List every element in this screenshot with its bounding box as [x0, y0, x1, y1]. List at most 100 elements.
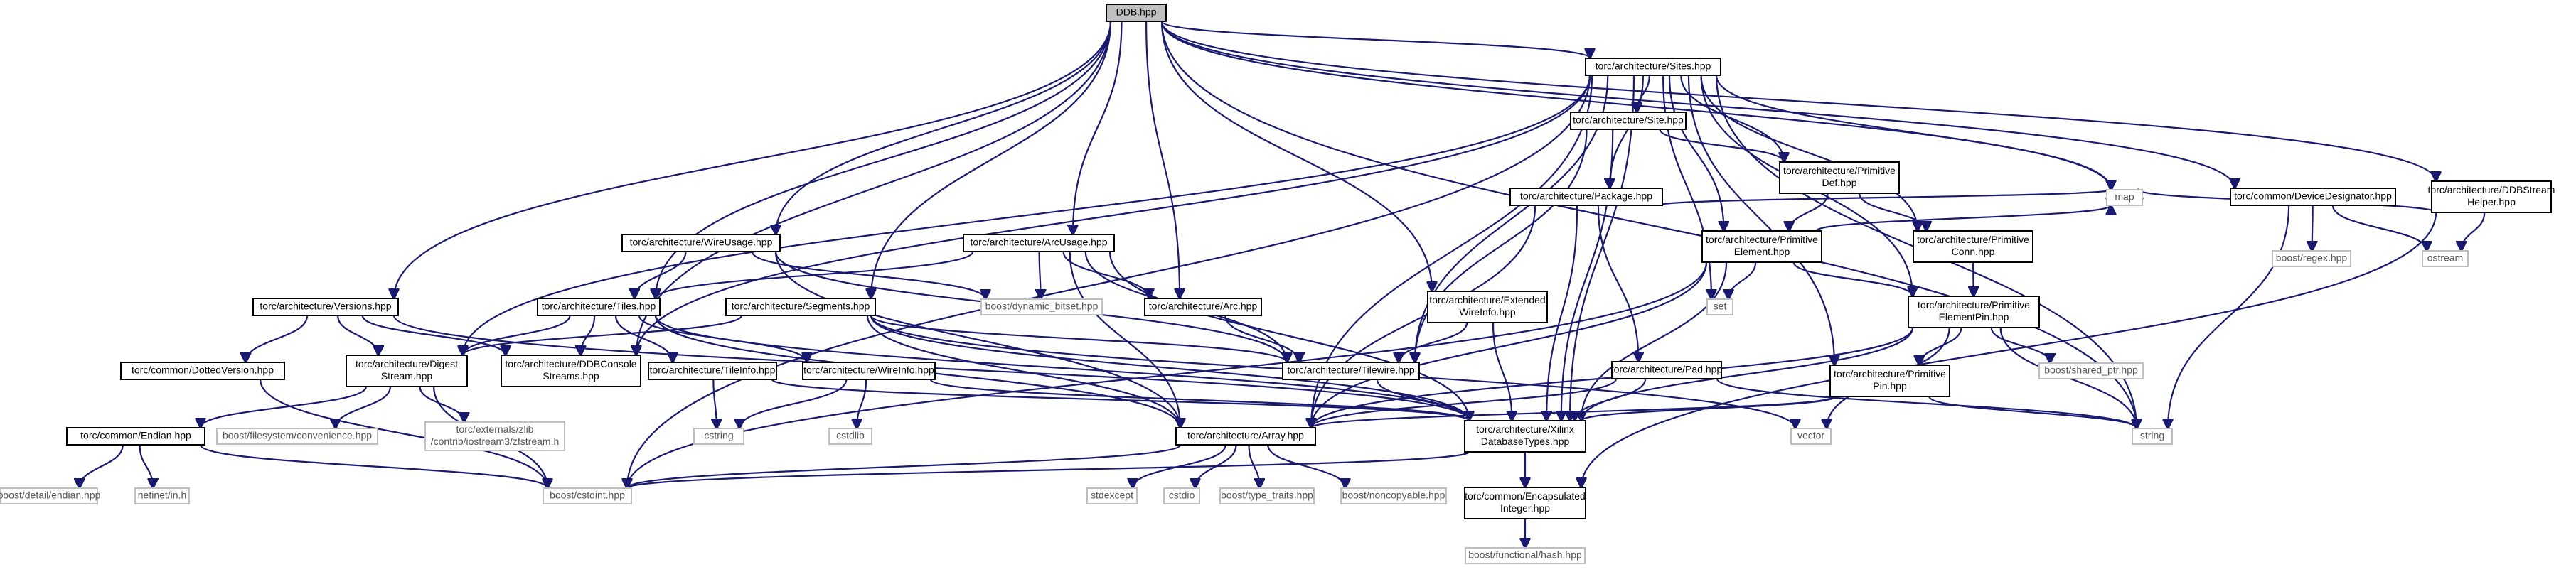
- node-noncopyable[interactable]: boost/noncopyable.hpp: [1340, 487, 1447, 504]
- node-ddb-label: DDB.hpp: [1116, 6, 1157, 18]
- node-wireusage[interactable]: torc/architecture/WireUsage.hpp: [621, 234, 781, 252]
- edge-array-to-typetraits: [1248, 444, 1260, 488]
- edge-package-to-xilinx: [1546, 205, 1578, 421]
- node-primelem-label: torc/architecture/Primitive: [1706, 234, 1818, 245]
- node-ostream[interactable]: ostream: [2422, 250, 2469, 267]
- node-netinet[interactable]: netinet/in.h: [134, 487, 190, 504]
- node-set[interactable]: set: [1706, 298, 1733, 315]
- node-array-box: [1175, 427, 1316, 446]
- node-wireusage-box: [621, 234, 781, 252]
- edge-ddb-to-devdesig: [1160, 21, 2235, 188]
- node-fsconv-label: boost/filesystem/convenience.hpp: [223, 430, 372, 441]
- node-endian[interactable]: torc/common/Endian.hpp: [66, 427, 205, 446]
- edge-sites-to-site: [1637, 75, 1650, 112]
- node-tileinfo[interactable]: torc/architecture/TileInfo.hpp: [648, 362, 777, 380]
- edge-versions-to-dotted: [246, 315, 309, 362]
- node-package-box: [1509, 188, 1663, 206]
- edge-wireinfo-to-cstdlib: [857, 379, 867, 428]
- edge-segments-to-digest: [463, 315, 742, 355]
- edge-array-to-cstdint: [627, 443, 1182, 488]
- edge-site-to-primdef: [1659, 129, 1784, 162]
- edge-ddbstream-to-encap: [1581, 212, 2437, 487]
- edge-primconn-to-primelempin: [1973, 261, 1974, 296]
- node-segments[interactable]: torc/architecture/Segments.hpp: [725, 298, 876, 316]
- node-xilinx[interactable]: torc/architecture/XilinxDatabaseTypes.hp…: [1464, 420, 1586, 453]
- node-fsconv[interactable]: boost/filesystem/convenience.hpp: [216, 428, 378, 445]
- edge-primelem-to-map: [1815, 205, 2112, 232]
- node-string-label: string: [2140, 430, 2164, 441]
- edge-sites-to-cstdint: [627, 75, 1591, 488]
- node-cstdlib[interactable]: cstdlib: [828, 428, 872, 445]
- node-arc[interactable]: torc/architecture/Arc.hpp: [1144, 298, 1262, 316]
- node-cstdint[interactable]: boost/cstdint.hpp: [543, 487, 632, 504]
- node-dotted[interactable]: torc/common/DottedVersion.hpp: [120, 362, 285, 380]
- node-zfstream[interactable]: torc/externals/zlib/contrib/iostream3/zf…: [424, 421, 565, 451]
- node-sharedptr[interactable]: boost/shared_ptr.hpp: [2038, 362, 2144, 379]
- node-hash[interactable]: boost/functional/hash.hpp: [1465, 547, 1586, 564]
- edge-wireinfo-to-cstring: [739, 379, 848, 428]
- node-package[interactable]: torc/architecture/Package.hpp: [1509, 188, 1663, 206]
- node-wireinfo[interactable]: torc/architecture/WireInfo.hpp: [802, 362, 936, 380]
- node-tiles[interactable]: torc/architecture/Tiles.hpp: [537, 298, 661, 316]
- node-set-box: [1706, 298, 1733, 315]
- edge-ddbstream-to-ostream: [2462, 212, 2486, 251]
- node-cstdio[interactable]: cstdio: [1163, 487, 1200, 504]
- node-primelem-box: [1701, 230, 1822, 263]
- node-tilewire[interactable]: torc/architecture/Tilewire.hpp: [1282, 362, 1420, 380]
- node-typetraits[interactable]: boost/type_traits.hpp: [1219, 487, 1315, 504]
- node-dynbitset[interactable]: boost/dynamic_bitset.hpp: [980, 298, 1103, 315]
- node-cstring[interactable]: cstring: [693, 428, 744, 445]
- edge-wireinfo-to-xilinx: [929, 378, 1469, 421]
- edge-endian-to-detailendian: [80, 444, 124, 488]
- node-detailendian-label: boost/detail/endian.hpp: [0, 490, 101, 501]
- node-arcusage[interactable]: torc/architecture/ArcUsage.hpp: [963, 234, 1115, 252]
- node-string[interactable]: string: [2132, 428, 2173, 445]
- edge-sites-to-ddbconsole: [636, 75, 1591, 355]
- node-primelempin-box: [1908, 296, 2040, 328]
- node-versions[interactable]: torc/architecture/Versions.hpp: [252, 298, 399, 316]
- node-vector[interactable]: vector: [1790, 428, 1832, 445]
- node-regex[interactable]: boost/regex.hpp: [2272, 250, 2351, 267]
- node-detailendian-box: [0, 487, 98, 504]
- node-site[interactable]: torc/architecture/Site.hpp: [1570, 112, 1687, 130]
- node-cstdio-box: [1163, 487, 1200, 504]
- node-dynbitset-label: boost/dynamic_bitset.hpp: [985, 301, 1099, 312]
- edge-segments-to-xilinx: [870, 315, 1469, 421]
- node-array[interactable]: torc/architecture/Array.hpp: [1175, 427, 1316, 446]
- node-fsconv-box: [216, 428, 378, 445]
- edge-sites-to-primpin: [1687, 75, 1834, 365]
- edge-pad-to-xilinx: [1575, 378, 1647, 421]
- node-primpin-label: torc/architecture/Primitive: [1834, 368, 1946, 379]
- node-devdesig[interactable]: torc/common/DeviceDesignator.hpp: [2230, 188, 2396, 206]
- edge-digest-to-fsconv: [336, 386, 391, 428]
- node-primelempin[interactable]: torc/architecture/PrimitiveElementPin.hp…: [1908, 296, 2040, 328]
- edge-extwire-to-xilinx: [1492, 322, 1512, 421]
- node-map[interactable]: map: [2106, 189, 2143, 206]
- node-stdexcept[interactable]: stdexcept: [1086, 487, 1138, 504]
- node-map-label: map: [2115, 191, 2134, 203]
- node-stdexcept-box: [1086, 487, 1138, 504]
- edge-ddb-to-versions: [394, 21, 1112, 298]
- edge-sites-to-array: [1311, 75, 1593, 428]
- node-primconn-box: [1913, 230, 2033, 263]
- node-sites[interactable]: torc/architecture/Sites.hpp: [1585, 58, 1721, 76]
- node-xilinx-label: DatabaseTypes.hpp: [1481, 436, 1570, 447]
- edge-primpin-to-string: [1928, 396, 2137, 428]
- edge-primpin-to-xilinx: [1581, 395, 1837, 421]
- edge-endian-to-cstdint: [199, 444, 547, 488]
- node-ddb[interactable]: DDB.hpp: [1106, 4, 1167, 22]
- edge-devdesig-to-string: [2168, 205, 2290, 428]
- node-ostream-label: ostream: [2427, 252, 2464, 264]
- edge-segments-to-tilewire: [870, 315, 1287, 362]
- node-pad[interactable]: torc/architecture/Pad.hpp: [1611, 361, 1723, 379]
- node-detailendian[interactable]: boost/detail/endian.hpp: [0, 487, 101, 504]
